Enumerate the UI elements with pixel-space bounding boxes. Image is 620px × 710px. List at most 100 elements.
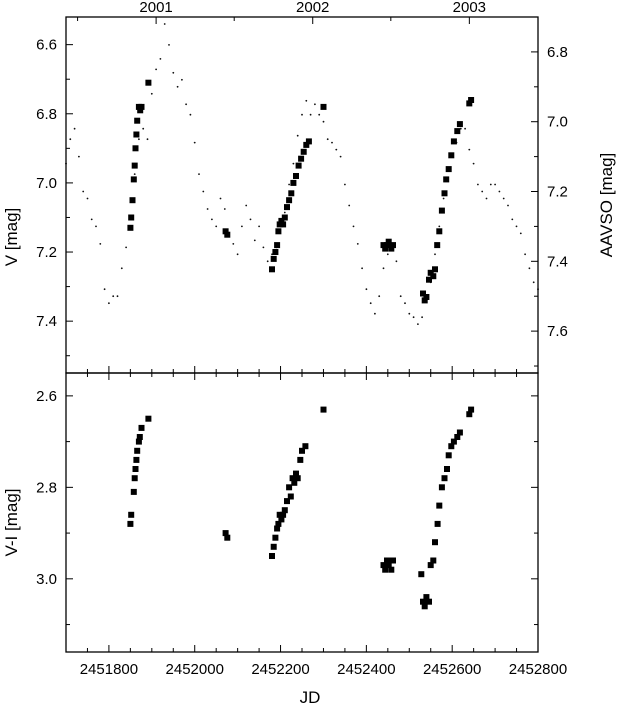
aavso-point bbox=[472, 162, 475, 165]
v-mag-point bbox=[131, 162, 138, 169]
v-i-point bbox=[145, 415, 152, 422]
v-i-point bbox=[134, 447, 141, 454]
aavso-point bbox=[417, 323, 419, 325]
aavso-point bbox=[365, 288, 368, 291]
aavso-point bbox=[459, 127, 462, 130]
v-mag-point bbox=[441, 190, 448, 197]
v-mag-point bbox=[276, 221, 283, 228]
aavso-point bbox=[408, 312, 411, 315]
x-tick-label: 2452000 bbox=[166, 661, 224, 678]
v-mag-point bbox=[320, 103, 327, 110]
v-mag-point bbox=[305, 138, 312, 145]
aavso-point bbox=[116, 295, 119, 298]
y-tick-label: 6.8 bbox=[36, 106, 57, 123]
aavso-point bbox=[198, 173, 200, 176]
v-i-point bbox=[297, 456, 304, 463]
v-mag-point bbox=[281, 214, 288, 221]
aavso-point bbox=[142, 127, 145, 130]
aavso-point bbox=[103, 288, 106, 291]
v-mag-point bbox=[426, 276, 432, 283]
v-i-point bbox=[420, 598, 426, 605]
year-label: 2002 bbox=[296, 0, 329, 16]
v-i-point bbox=[130, 488, 137, 495]
v-i-point bbox=[289, 475, 296, 482]
y-tick-label: 7.2 bbox=[36, 244, 57, 261]
y-tick-label: 3.0 bbox=[36, 571, 57, 588]
v-i-point bbox=[384, 557, 390, 564]
v-i-point bbox=[380, 562, 387, 569]
v-i-point bbox=[382, 566, 389, 573]
aavso-point bbox=[249, 218, 252, 221]
v-mag-point bbox=[138, 103, 145, 110]
v-i-point bbox=[133, 456, 140, 463]
aavso-point bbox=[507, 204, 509, 207]
aavso-point bbox=[412, 316, 415, 319]
y-tick-label: 7.0 bbox=[36, 175, 57, 192]
aavso-point bbox=[181, 78, 183, 81]
aavso-point bbox=[442, 197, 445, 200]
v-mag-point bbox=[295, 162, 302, 169]
v-mag-point bbox=[272, 249, 279, 255]
v-mag-point bbox=[450, 138, 457, 145]
v-i-point bbox=[136, 434, 143, 440]
aavso-point bbox=[498, 190, 501, 193]
v-mag-point bbox=[388, 245, 395, 252]
bottom-panel-v-i-color bbox=[127, 406, 475, 610]
v-i-point bbox=[293, 470, 299, 477]
aavso-point bbox=[374, 312, 376, 315]
aavso-point bbox=[78, 155, 80, 158]
y2-tick-label: 7.2 bbox=[547, 184, 568, 201]
top-panel-frame bbox=[65, 16, 539, 374]
aavso-point bbox=[95, 225, 97, 228]
aavso-point bbox=[241, 225, 243, 228]
v-mag-point bbox=[290, 179, 297, 186]
aavso-point bbox=[434, 253, 436, 256]
aavso-point bbox=[502, 197, 505, 200]
v-i-point bbox=[468, 406, 475, 413]
aavso-point bbox=[524, 253, 526, 256]
aavso-point bbox=[292, 162, 295, 165]
v-mag-point bbox=[286, 197, 293, 204]
v-i-point bbox=[135, 438, 142, 445]
v-mag-point bbox=[456, 121, 463, 128]
v-mag-point bbox=[438, 207, 445, 214]
aavso-point bbox=[86, 197, 89, 200]
aavso-point bbox=[378, 295, 381, 298]
v-i-point bbox=[138, 424, 145, 431]
v-i-point bbox=[441, 475, 448, 482]
year-label: 2001 bbox=[139, 0, 172, 16]
aavso-point bbox=[189, 113, 192, 116]
aavso-point bbox=[322, 120, 325, 123]
aavso-point bbox=[236, 253, 239, 256]
aavso-point bbox=[262, 246, 265, 249]
aavso-point bbox=[489, 183, 492, 186]
aavso-point bbox=[352, 225, 355, 228]
x-tick-label: 2452800 bbox=[509, 661, 567, 678]
v-i-point bbox=[272, 534, 279, 541]
aavso-point bbox=[215, 225, 218, 228]
v-i-point bbox=[132, 466, 139, 472]
v-mag-point bbox=[132, 145, 139, 152]
aavso-point bbox=[288, 183, 290, 186]
aavso-point bbox=[159, 58, 162, 60]
aavso-point bbox=[283, 211, 286, 214]
aavso-point bbox=[356, 243, 359, 245]
v-i-point bbox=[421, 603, 428, 610]
aavso-point bbox=[395, 260, 398, 263]
v-mag-point bbox=[466, 100, 473, 107]
aavso-point bbox=[314, 103, 316, 106]
v-mag-point bbox=[274, 242, 281, 249]
v-i-point bbox=[466, 411, 473, 418]
aavso-point bbox=[219, 197, 222, 200]
top-panel-v-magnitude bbox=[65, 23, 539, 325]
y2-tick-label: 7.4 bbox=[547, 253, 568, 270]
y-axis-title-top: V [mag] bbox=[2, 208, 21, 267]
aavso-point bbox=[150, 92, 153, 95]
v-i-point bbox=[456, 429, 463, 436]
v-i-point bbox=[128, 511, 135, 518]
aavso-point bbox=[296, 134, 299, 137]
v-mag-point bbox=[434, 242, 441, 249]
aavso-point bbox=[485, 197, 488, 200]
